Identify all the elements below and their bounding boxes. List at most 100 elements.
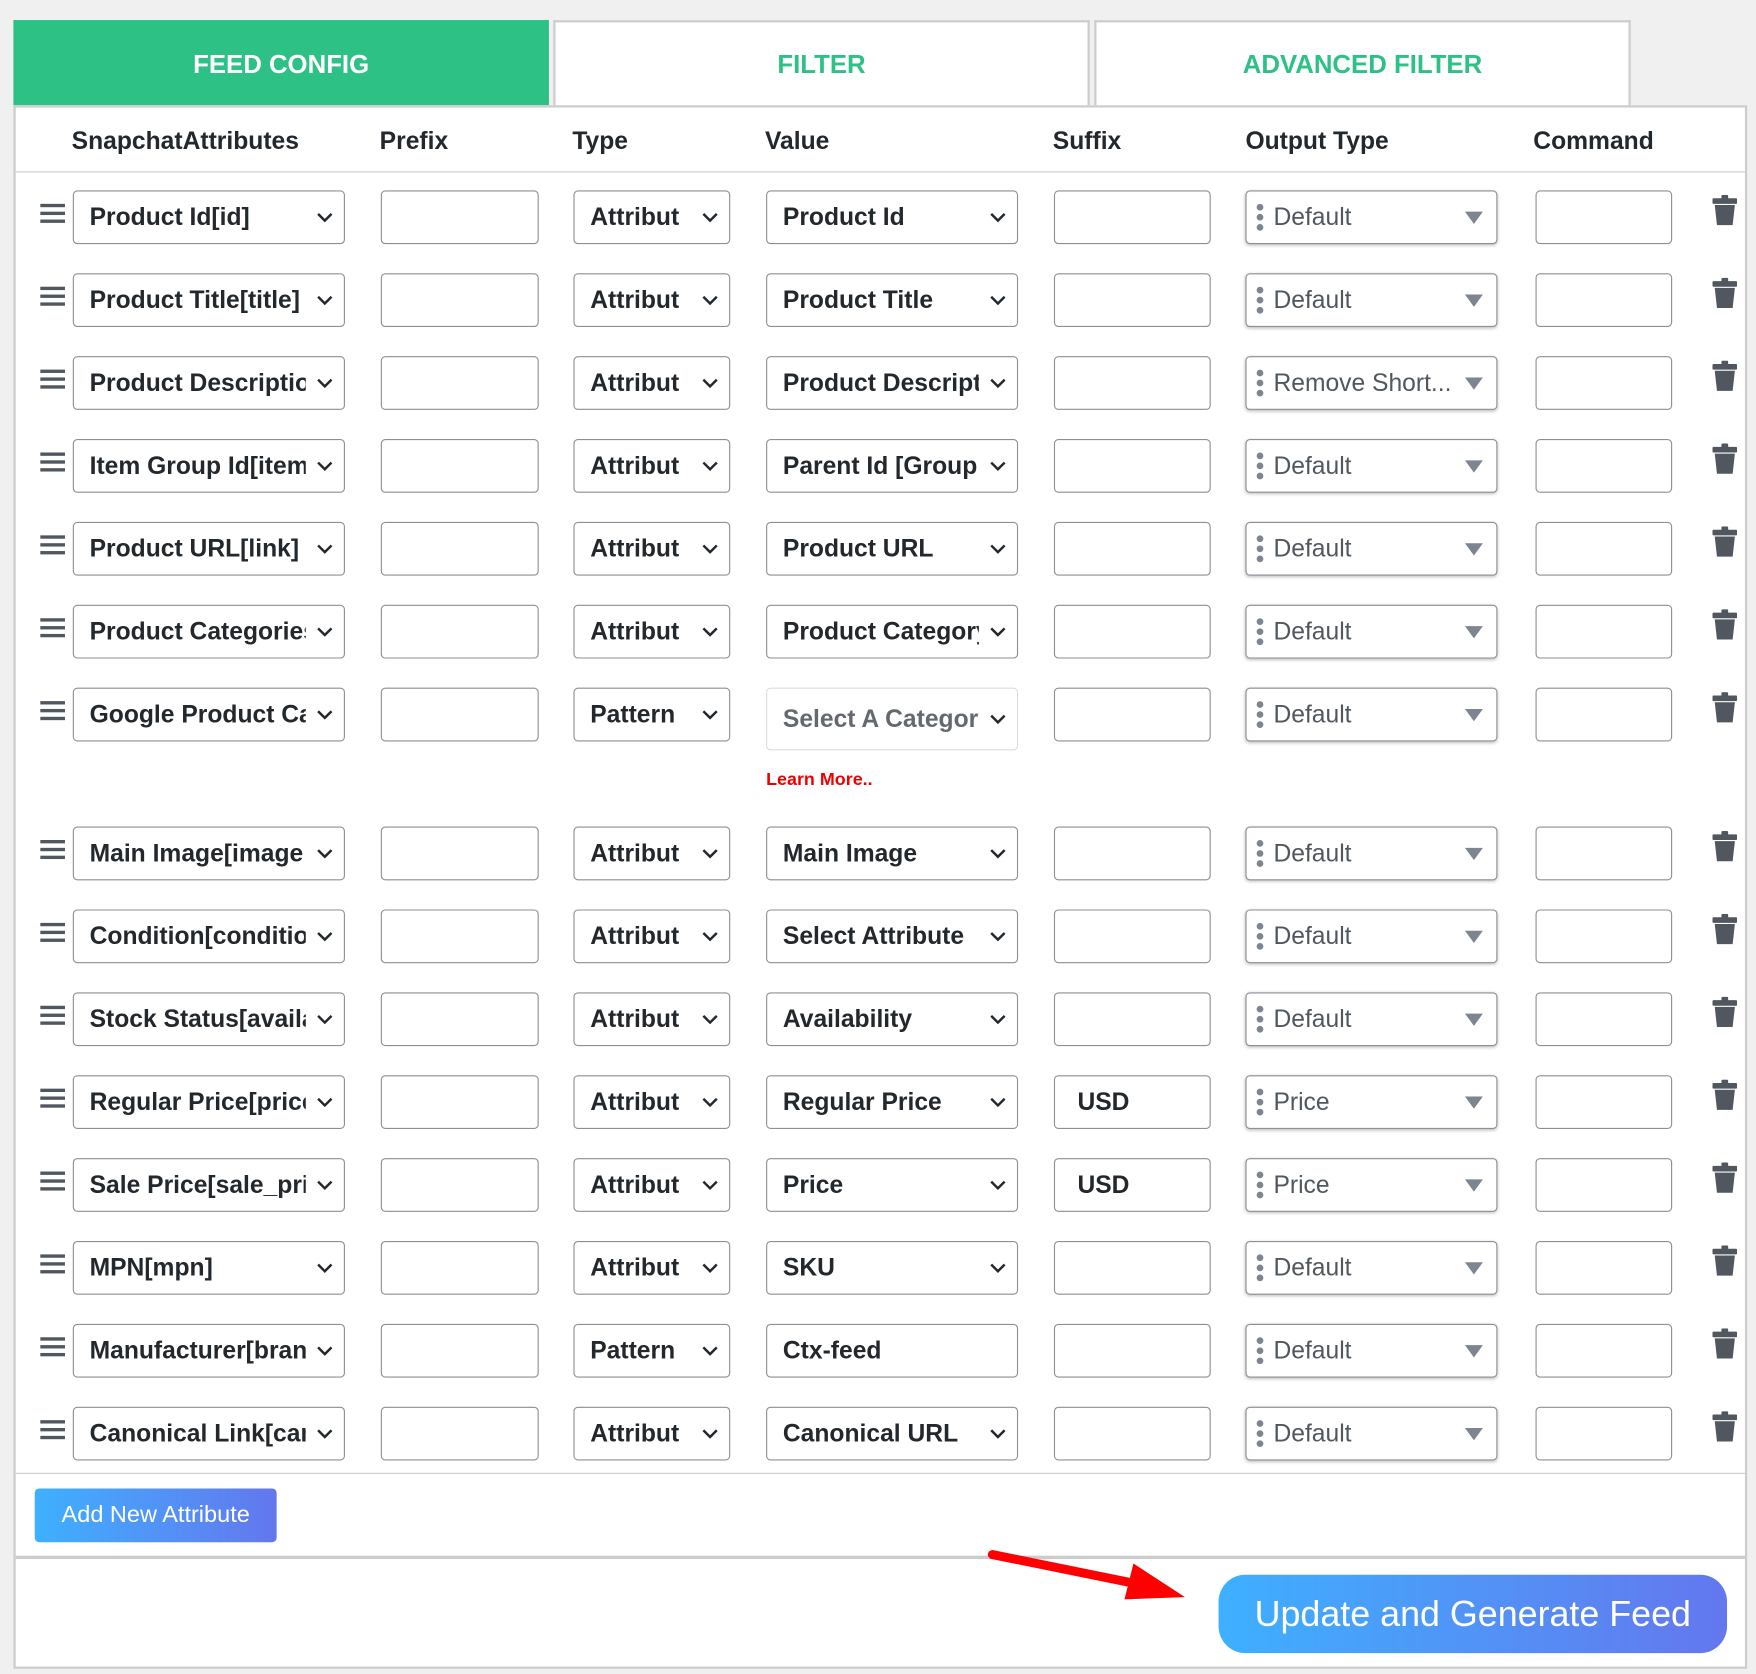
value-select[interactable]: Regular Price xyxy=(766,1075,1019,1129)
suffix-input[interactable] xyxy=(1053,604,1211,659)
trash-icon[interactable] xyxy=(1712,609,1738,646)
attribute-select[interactable]: Item Group Id[item xyxy=(72,439,345,493)
prefix-input[interactable] xyxy=(380,1323,539,1378)
drag-handle-icon[interactable] xyxy=(40,840,65,864)
type-select[interactable]: Attribut xyxy=(573,190,731,245)
category-select[interactable]: Select A Category xyxy=(766,687,1019,751)
attribute-select[interactable]: Stock Status[availability] xyxy=(72,992,345,1047)
type-select[interactable]: Pattern xyxy=(573,687,731,742)
suffix-input[interactable] xyxy=(1053,992,1211,1047)
drag-handle-icon[interactable] xyxy=(40,203,65,228)
value-select[interactable]: Main Image xyxy=(766,826,1019,881)
value-select[interactable]: Parent Id [Group xyxy=(766,439,1019,493)
value-select[interactable]: SKU xyxy=(766,1240,1019,1295)
prefix-input[interactable] xyxy=(380,909,539,964)
value-select[interactable]: Price xyxy=(766,1158,1019,1212)
command-input[interactable] xyxy=(1535,1323,1673,1378)
type-select[interactable]: Attribut xyxy=(573,909,731,964)
prefix-input[interactable] xyxy=(380,521,539,576)
output-type-select[interactable]: Default xyxy=(1245,273,1498,328)
suffix-input[interactable] xyxy=(1053,190,1211,245)
suffix-input[interactable] xyxy=(1053,687,1211,742)
value-select[interactable]: Product Description xyxy=(766,356,1019,410)
prefix-input[interactable] xyxy=(380,1406,539,1461)
command-input[interactable] xyxy=(1535,356,1673,410)
drag-handle-icon[interactable] xyxy=(40,618,65,642)
command-input[interactable] xyxy=(1535,826,1673,881)
attribute-select[interactable]: Sale Price[sale_price] xyxy=(72,1158,345,1212)
prefix-input[interactable] xyxy=(380,1158,539,1212)
attribute-select[interactable]: Condition[condition] xyxy=(72,909,345,964)
drag-handle-icon[interactable] xyxy=(40,1005,65,1030)
value-input[interactable]: Ctx-feed xyxy=(766,1323,1019,1378)
suffix-input[interactable] xyxy=(1053,1406,1211,1461)
suffix-input[interactable] xyxy=(1053,826,1211,881)
prefix-input[interactable] xyxy=(380,992,539,1047)
type-select[interactable]: Attribut xyxy=(573,826,731,881)
command-input[interactable] xyxy=(1535,604,1673,659)
tab-feed-config[interactable]: FEED CONFIG xyxy=(13,20,549,106)
command-input[interactable] xyxy=(1535,1075,1673,1129)
value-select[interactable]: Select Attribute xyxy=(766,909,1019,964)
drag-handle-icon[interactable] xyxy=(40,701,65,725)
prefix-input[interactable] xyxy=(380,687,539,742)
update-and-generate-feed-button[interactable]: Update and Generate Feed xyxy=(1218,1574,1728,1654)
prefix-input[interactable] xyxy=(380,356,539,410)
drag-handle-icon[interactable] xyxy=(40,452,65,476)
attribute-select[interactable]: Product Title[title] xyxy=(72,273,345,328)
output-type-select[interactable]: Remove Short... xyxy=(1245,356,1498,410)
trash-icon[interactable] xyxy=(1712,1411,1738,1448)
output-type-select[interactable]: Default xyxy=(1245,604,1498,659)
attribute-select[interactable]: Google Product Category xyxy=(72,687,345,742)
command-input[interactable] xyxy=(1535,1406,1673,1461)
attribute-select[interactable]: Main Image[image xyxy=(72,826,345,881)
command-input[interactable] xyxy=(1535,273,1673,328)
tab-advanced-filter[interactable]: ADVANCED FILTER xyxy=(1094,20,1631,106)
trash-icon[interactable] xyxy=(1712,277,1738,315)
attribute-select[interactable]: Product Categories xyxy=(72,604,345,659)
prefix-input[interactable] xyxy=(380,190,539,245)
prefix-input[interactable] xyxy=(380,604,539,659)
drag-handle-icon[interactable] xyxy=(40,369,65,394)
trash-icon[interactable] xyxy=(1712,1328,1738,1365)
output-type-select[interactable]: Default xyxy=(1245,1323,1498,1378)
output-type-select[interactable]: Default xyxy=(1245,190,1498,245)
drag-handle-icon[interactable] xyxy=(40,1420,65,1444)
drag-handle-icon[interactable] xyxy=(40,286,65,311)
drag-handle-icon[interactable] xyxy=(40,922,65,947)
learn-more-link[interactable]: Learn More.. xyxy=(766,770,873,790)
trash-icon[interactable] xyxy=(1712,692,1738,729)
suffix-input[interactable] xyxy=(1053,273,1211,328)
suffix-input[interactable] xyxy=(1053,439,1211,493)
output-type-select[interactable]: Default xyxy=(1245,826,1498,881)
suffix-input[interactable] xyxy=(1053,521,1211,576)
command-input[interactable] xyxy=(1535,521,1673,576)
type-select[interactable]: Attribut xyxy=(573,1075,731,1129)
trash-icon[interactable] xyxy=(1712,1162,1738,1200)
output-type-select[interactable]: Default xyxy=(1245,909,1498,964)
trash-icon[interactable] xyxy=(1712,526,1738,563)
type-select[interactable]: Attribut xyxy=(573,356,731,410)
drag-handle-icon[interactable] xyxy=(40,1337,65,1361)
drag-handle-icon[interactable] xyxy=(40,1254,65,1278)
output-type-select[interactable]: Default xyxy=(1245,1240,1498,1295)
attribute-select[interactable]: Product Id[id] xyxy=(72,190,345,245)
attribute-select[interactable]: Manufacturer[brand] xyxy=(72,1323,345,1378)
value-select[interactable]: Product Category xyxy=(766,604,1019,659)
trash-icon[interactable] xyxy=(1712,1079,1738,1117)
type-select[interactable]: Attribut xyxy=(573,1406,731,1461)
output-type-select[interactable]: Default xyxy=(1245,521,1498,576)
trash-icon[interactable] xyxy=(1712,194,1738,232)
drag-handle-icon[interactable] xyxy=(40,1088,65,1113)
prefix-input[interactable] xyxy=(380,826,539,881)
output-type-select[interactable]: Default xyxy=(1245,687,1498,742)
type-select[interactable]: Attribut xyxy=(573,604,731,659)
attribute-select[interactable]: Canonical Link[canonical_link] xyxy=(72,1406,345,1461)
type-select[interactable]: Attribut xyxy=(573,439,731,493)
attribute-select[interactable]: Regular Price[price] xyxy=(72,1075,345,1129)
suffix-input[interactable] xyxy=(1053,356,1211,410)
prefix-input[interactable] xyxy=(380,273,539,328)
prefix-input[interactable] xyxy=(380,1240,539,1295)
output-type-select[interactable]: Default xyxy=(1245,992,1498,1047)
type-select[interactable]: Attribut xyxy=(573,273,731,328)
